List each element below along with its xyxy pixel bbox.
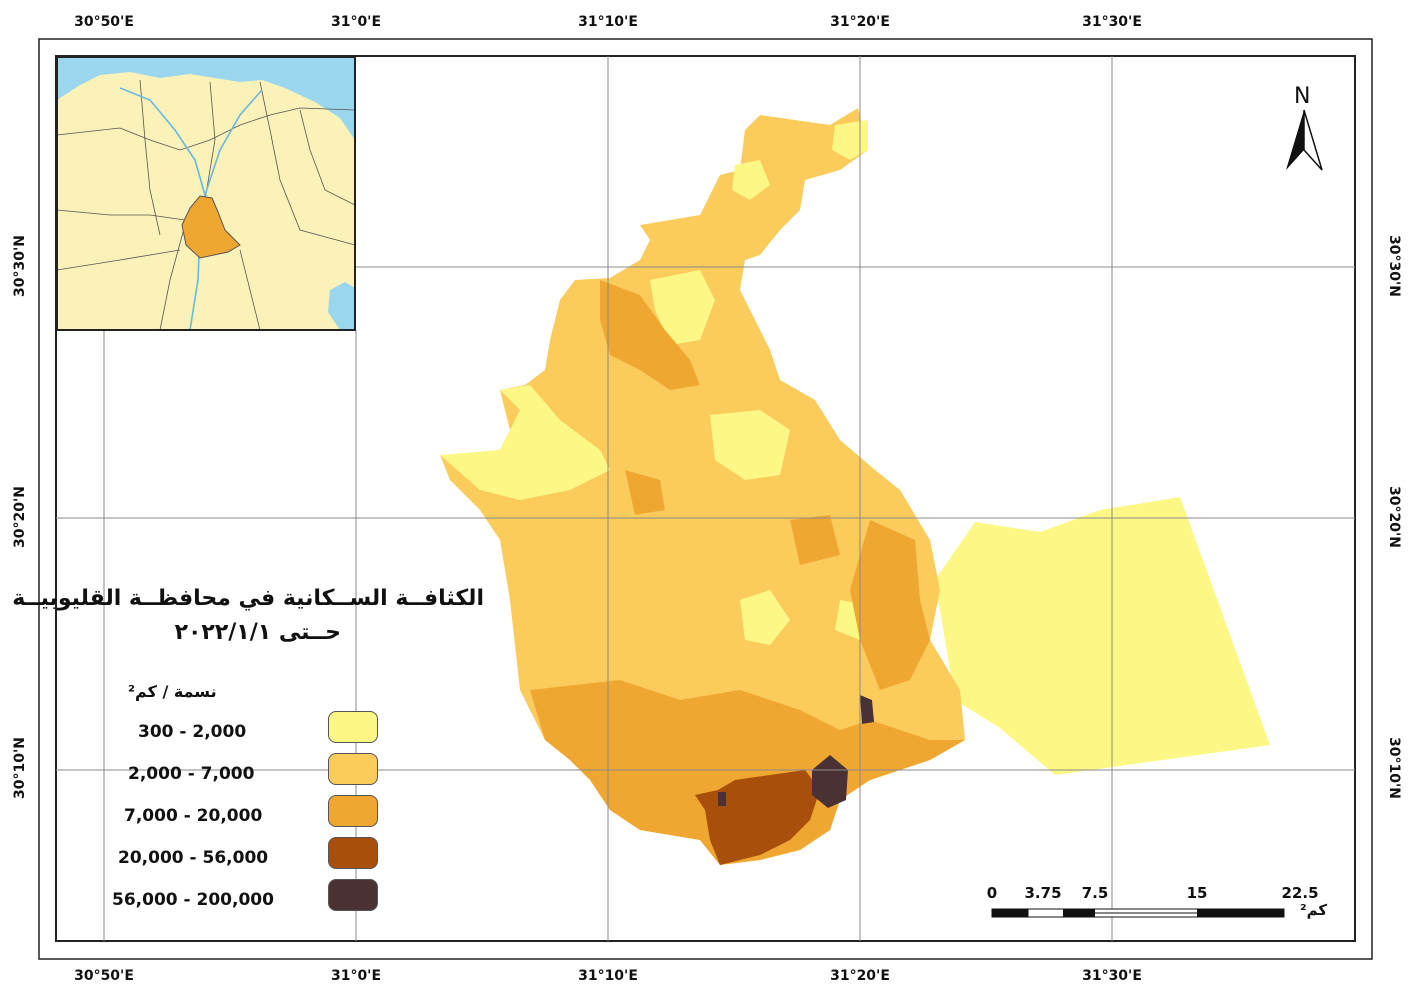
region-center-medium-1 (625, 470, 665, 515)
region-center-low-2 (740, 590, 790, 645)
inset-lake (328, 282, 355, 330)
legend-label-class-2: 2,000 - 7,000 (128, 764, 255, 784)
region-north-tip-low (832, 120, 868, 160)
scale-unit: كم² (1300, 901, 1328, 919)
region-shubra-very-high (812, 755, 848, 808)
scale-value-22-5: 22.5 (1281, 884, 1319, 902)
legend-swatch-class-3 (328, 795, 378, 827)
outer-frame (38, 38, 1373, 960)
region-northwest-medium (600, 280, 700, 390)
legend-swatch-class-4 (328, 837, 378, 869)
legend-swatch-class-2 (328, 753, 378, 785)
region-east-very-high (860, 695, 874, 724)
lon-label-30-50-top: 30°50'E (74, 14, 134, 30)
qalyubia-density-map (440, 108, 1270, 865)
lon-label-31-30-top: 31°30'E (1082, 14, 1142, 30)
inset-borders (56, 79, 356, 331)
graticule-lines (56, 56, 1355, 941)
inset-sea (57, 57, 355, 140)
lon-label-31-20-top: 31°20'E (830, 14, 890, 30)
inset-locator-map (56, 56, 356, 331)
scale-value-0: 0 (986, 884, 998, 902)
map-title-line1: الكثافــة الســكانية في محافظــة القليوب… (12, 586, 484, 611)
region-southwest-medium (610, 690, 690, 745)
scale-value-3-75: 3.75 (1024, 884, 1062, 902)
region-main-body (440, 108, 965, 865)
lon-label-31-10-bottom: 31°10'E (578, 968, 638, 984)
north-arrow-icon (1286, 109, 1323, 171)
legend-label-class-1: 300 - 2,000 (138, 722, 247, 742)
scale-value-15: 15 (1186, 884, 1208, 902)
lon-label-31-20-bottom: 31°20'E (830, 968, 890, 984)
lon-label-31-10-top: 31°10'E (578, 14, 638, 30)
lon-label-31-0-bottom: 31°0'E (330, 968, 382, 984)
lon-label-31-30-bottom: 31°30'E (1082, 968, 1142, 984)
inset-frame (56, 56, 356, 331)
legend-title: نسمة / كم² (128, 682, 217, 701)
region-north-low-2 (732, 160, 770, 200)
legend-swatch-class-1 (328, 711, 378, 743)
region-center-medium-2 (790, 515, 840, 565)
region-center-low-1 (710, 410, 790, 480)
legend-swatch-class-5 (328, 879, 378, 911)
scale-value-7-5: 7.5 (1081, 884, 1109, 902)
region-small-very-high (718, 792, 726, 806)
north-label: N (1294, 84, 1311, 109)
lon-label-31-0-top: 31°0'E (330, 14, 382, 30)
legend-label-class-5: 56,000 - 200,000 (112, 890, 274, 910)
region-east-medium (850, 520, 930, 690)
region-north-low-1 (650, 270, 715, 345)
inset-qalyubia-highlight (181, 195, 241, 259)
inset-nile (119, 87, 263, 331)
region-west-low (440, 385, 610, 500)
scale-bar (991, 908, 1285, 918)
region-east-low-density (935, 497, 1270, 775)
region-south-high (695, 770, 820, 865)
legend-label-class-4: 20,000 - 56,000 (118, 848, 269, 868)
lon-label-30-50-bottom: 30°50'E (74, 968, 134, 984)
legend-label-class-3: 7,000 - 20,000 (124, 806, 263, 826)
map-title-line2: حــتى ٢٠٢٢/١/١ (174, 620, 341, 645)
